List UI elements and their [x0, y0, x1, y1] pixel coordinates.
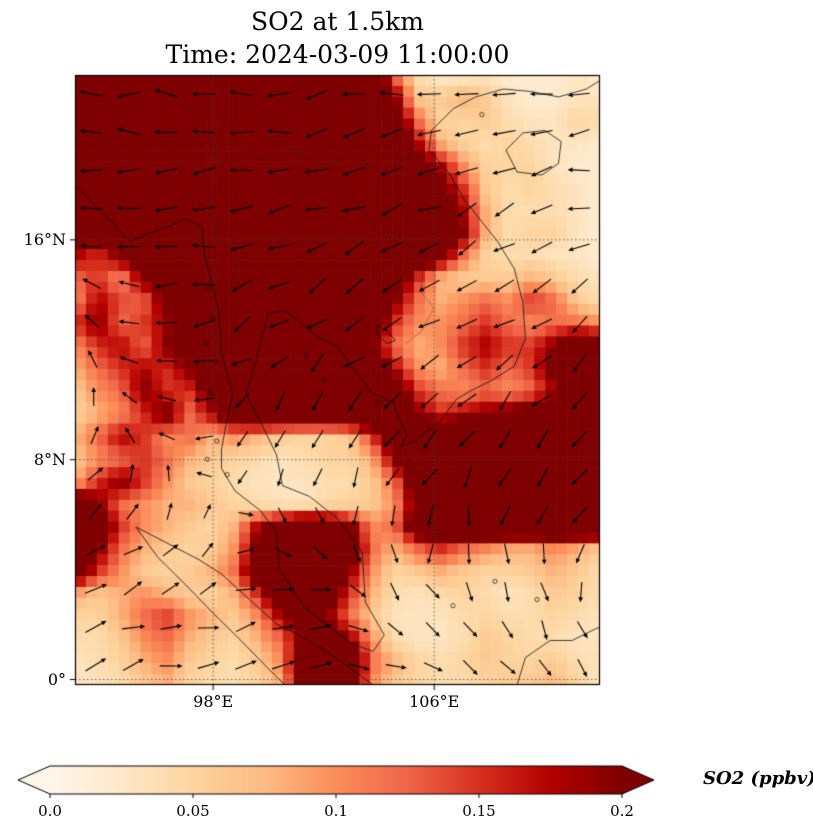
plot-title: SO2 at 1.5km — [251, 7, 424, 36]
y-axis-tick-label-0: 0° — [47, 669, 66, 689]
colorbar-label: SO2 (ppbv) — [703, 768, 813, 789]
y-axis-tick-label-8n: 8°N — [33, 449, 66, 469]
colorbar-tick-label-015: 0.15 — [462, 802, 496, 820]
colorbar-tick-label-02: 0.2 — [610, 802, 634, 820]
colorbar-tick-label-0: 0.0 — [38, 802, 62, 820]
colorbar-tick-label-01: 0.1 — [324, 802, 348, 820]
x-axis-tick-label-106e: 106°E — [409, 692, 460, 711]
y-axis-tick-label-16n: 16°N — [23, 229, 66, 249]
x-axis-tick-label-98e: 98°E — [193, 692, 234, 711]
colorbar-tick-label-005: 0.05 — [176, 802, 210, 820]
title-block: SO2 at 1.5km Time: 2024-03-09 11:00:00 — [75, 5, 600, 71]
plot-subtitle-time: Time: 2024-03-09 11:00:00 — [165, 40, 510, 69]
